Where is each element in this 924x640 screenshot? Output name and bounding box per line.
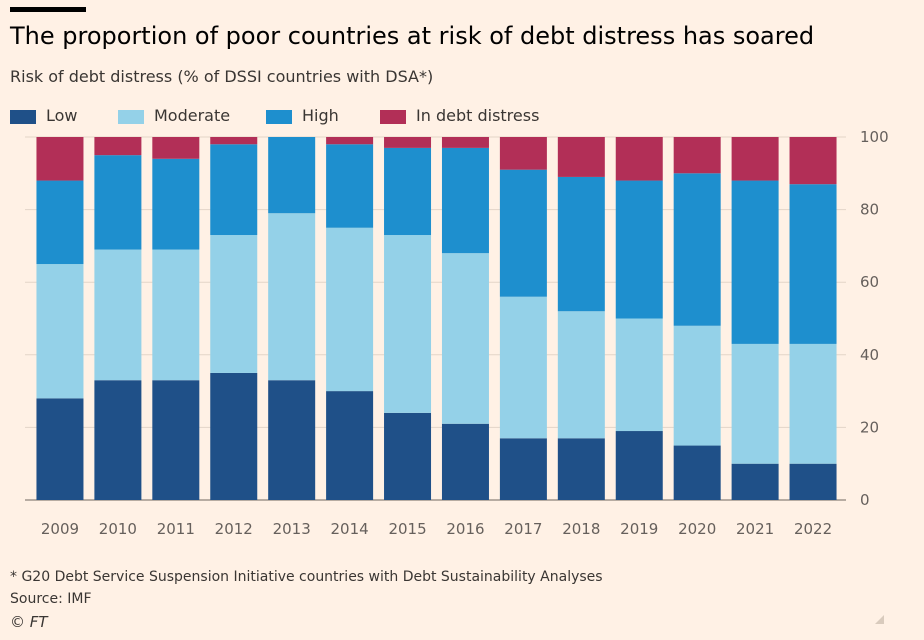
x-tick-label-2019: 2019: [620, 520, 658, 538]
bar-2016-low: [441, 423, 489, 500]
bar-2018-low: [557, 438, 605, 500]
x-tick-label-2015: 2015: [388, 520, 426, 538]
bar-2016-high: [441, 147, 489, 254]
x-tick-label-2010: 2010: [99, 520, 137, 538]
bar-2015-low: [384, 412, 432, 500]
x-tick-label-2018: 2018: [562, 520, 600, 538]
y-tick-label-40: 40: [860, 346, 879, 364]
bar-2012-moderate: [210, 235, 258, 373]
bar-2017-high: [499, 169, 547, 297]
bar-2015-in-debt-distress: [384, 137, 432, 148]
bar-2010-low: [94, 380, 142, 500]
bar-2019-moderate: [615, 318, 663, 432]
legend-label-high: High: [302, 106, 339, 125]
legend-swatch-in-debt-distress: [380, 110, 406, 124]
bar-2020-moderate: [673, 325, 721, 446]
x-tick-label-2020: 2020: [678, 520, 716, 538]
bar-2022-low: [789, 463, 837, 500]
bar-2016-in-debt-distress: [441, 137, 489, 148]
legend-swatch-moderate: [118, 110, 144, 124]
bar-2011-in-debt-distress: [152, 137, 200, 159]
y-tick-label-20: 20: [860, 418, 879, 436]
bar-2010-in-debt-distress: [94, 137, 142, 156]
bar-2014-in-debt-distress: [326, 137, 374, 145]
x-axis-ticks: 2009 2010 2011 2012 2013 2014 2015 2016 2017 2018…: [41, 520, 832, 538]
bar-2020-low: [673, 445, 721, 500]
legend-swatch-high: [266, 110, 292, 124]
bar-2013-high: [268, 137, 316, 214]
bar-2014-high: [326, 144, 374, 228]
bar-2009-in-debt-distress: [36, 137, 84, 181]
gridlines: [25, 136, 846, 501]
bar-2009-high: [36, 180, 84, 265]
bar-2017-low: [499, 438, 547, 500]
bar-2011-high: [152, 158, 200, 250]
ft-credit: © FT: [10, 613, 48, 631]
y-tick-label-80: 80: [860, 201, 879, 219]
bar-2022-moderate: [789, 343, 837, 464]
y-axis-ticks: 100 80 60 40 20 0: [860, 128, 889, 509]
x-tick-label-2013: 2013: [273, 520, 311, 538]
bar-2019-high: [615, 180, 663, 319]
bar-2015-high: [384, 147, 432, 236]
source-note: Source: IMF: [10, 591, 92, 607]
chart-subtitle: Risk of debt distress (% of DSSI countri…: [10, 67, 434, 86]
footnote: * G20 Debt Service Suspension Initiative…: [10, 569, 603, 585]
x-tick-label-2021: 2021: [736, 520, 774, 538]
bar-2021-high: [731, 180, 779, 344]
x-tick-label-2014: 2014: [331, 520, 369, 538]
bar-2014-moderate: [326, 227, 374, 392]
legend-label-in-debt-distress: In debt distress: [416, 106, 540, 125]
bar-2021-moderate: [731, 343, 779, 464]
bar-2011-low: [152, 380, 200, 500]
bar-2018-high: [557, 176, 605, 312]
ft-top-rule: [10, 7, 86, 12]
x-tick-label-2022: 2022: [794, 520, 832, 538]
bar-2011-moderate: [152, 249, 200, 381]
bar-2013-low: [268, 380, 316, 500]
bar-2009-low: [36, 398, 84, 500]
bar-2013-moderate: [268, 213, 316, 381]
bar-2017-in-debt-distress: [499, 137, 547, 170]
bar-2016-moderate: [441, 253, 489, 424]
bar-2019-low: [615, 431, 663, 500]
y-tick-label-100: 100: [860, 128, 889, 146]
bar-2012-in-debt-distress: [210, 137, 258, 145]
bars: [36, 137, 837, 500]
legend-label-low: Low: [46, 106, 78, 125]
y-tick-label-0: 0: [860, 491, 870, 509]
bar-2015-moderate: [384, 235, 432, 413]
legend-label-moderate: Moderate: [154, 106, 231, 125]
resize-grip-icon: [875, 615, 884, 624]
bar-2018-in-debt-distress: [557, 137, 605, 177]
x-tick-label-2016: 2016: [446, 520, 484, 538]
bar-2019-in-debt-distress: [615, 137, 663, 181]
bar-2010-moderate: [94, 249, 142, 381]
y-tick-label-60: 60: [860, 273, 879, 291]
bar-2021-low: [731, 463, 779, 500]
bar-2014-low: [326, 391, 374, 500]
legend-swatch-low: [10, 110, 36, 124]
bar-2009-moderate: [36, 264, 84, 399]
bar-2012-low: [210, 372, 258, 500]
bar-2022-high: [789, 184, 837, 344]
bar-2020-in-debt-distress: [673, 137, 721, 174]
bar-2022-in-debt-distress: [789, 137, 837, 185]
x-tick-label-2009: 2009: [41, 520, 79, 538]
chart-title: The proportion of poor countries at risk…: [10, 22, 815, 50]
bar-2021-in-debt-distress: [731, 137, 779, 181]
x-tick-label-2012: 2012: [215, 520, 253, 538]
bar-2018-moderate: [557, 311, 605, 439]
bar-2017-moderate: [499, 296, 547, 439]
x-tick-label-2011: 2011: [157, 520, 195, 538]
bar-2010-high: [94, 155, 142, 250]
x-tick-label-2017: 2017: [504, 520, 542, 538]
bar-2012-high: [210, 144, 258, 236]
stacked-bar-chart: 100 80 60 40 20 0 2009 2010 2011 2012 2013 2014 201…: [25, 128, 889, 538]
bar-2020-high: [673, 173, 721, 326]
